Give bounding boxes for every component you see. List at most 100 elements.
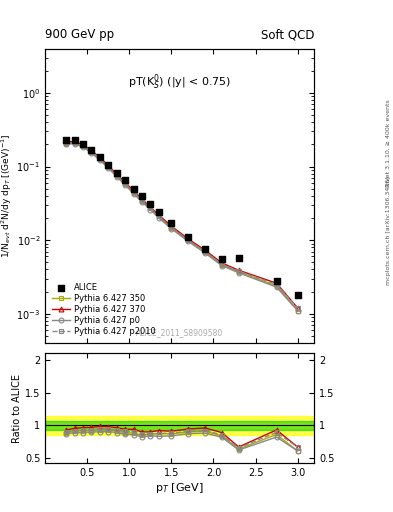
Pythia 6.427 350 — [123, 181, 127, 187]
Pythia 6.427 350 — [295, 308, 300, 314]
Pythia 6.427 p0 — [123, 182, 127, 188]
Pythia 6.427 370 — [148, 204, 153, 210]
Pythia 6.427 370 — [186, 236, 191, 242]
Pythia 6.427 350 — [64, 140, 69, 146]
ALICE — [147, 200, 154, 208]
Pythia 6.427 370 — [72, 138, 77, 144]
Pythia 6.427 350 — [169, 225, 174, 231]
Pythia 6.427 p2010 — [295, 305, 300, 311]
Pythia 6.427 p0 — [72, 140, 77, 146]
ALICE — [168, 219, 174, 227]
Pythia 6.427 p0 — [140, 199, 144, 205]
Pythia 6.427 p2010 — [81, 143, 85, 149]
ALICE — [97, 153, 103, 161]
Pythia 6.427 370 — [89, 147, 94, 154]
ALICE — [139, 192, 145, 200]
Pythia 6.427 350 — [220, 262, 224, 268]
Pythia 6.427 370 — [220, 260, 224, 266]
Pythia 6.427 350 — [236, 269, 241, 275]
Text: pT(K$^0_S$) (|y| < 0.75): pT(K$^0_S$) (|y| < 0.75) — [129, 72, 231, 92]
ALICE — [156, 208, 162, 216]
Pythia 6.427 p0 — [156, 215, 161, 221]
Pythia 6.427 p2010 — [106, 164, 111, 170]
X-axis label: p$_T$ [GeV]: p$_T$ [GeV] — [156, 481, 204, 495]
Pythia 6.427 350 — [140, 198, 144, 204]
Pythia 6.427 p0 — [148, 206, 153, 212]
Pythia 6.427 p0 — [186, 239, 191, 245]
Pythia 6.427 350 — [114, 173, 119, 179]
Pythia 6.427 p0 — [106, 165, 111, 171]
Pythia 6.427 370 — [81, 142, 85, 148]
Pythia 6.427 370 — [106, 162, 111, 168]
Line: Pythia 6.427 370: Pythia 6.427 370 — [64, 139, 300, 310]
Pythia 6.427 p0 — [97, 157, 102, 163]
Line: Pythia 6.427 350: Pythia 6.427 350 — [64, 140, 300, 313]
Pythia 6.427 p2010 — [186, 237, 191, 243]
ALICE — [294, 291, 301, 299]
ALICE — [80, 139, 86, 147]
ALICE — [114, 169, 120, 177]
Pythia 6.427 p2010 — [131, 189, 136, 195]
Pythia 6.427 350 — [72, 140, 77, 146]
Pythia 6.427 p2010 — [156, 214, 161, 220]
Pythia 6.427 370 — [140, 196, 144, 202]
ALICE — [122, 176, 128, 184]
Text: ALICE_2011_S8909580: ALICE_2011_S8909580 — [136, 328, 224, 337]
ALICE — [274, 277, 280, 285]
Pythia 6.427 p2010 — [140, 197, 144, 203]
Pythia 6.427 370 — [156, 212, 161, 218]
ALICE — [63, 136, 70, 144]
Pythia 6.427 370 — [274, 280, 279, 286]
Pythia 6.427 370 — [169, 223, 174, 229]
Pythia 6.427 p0 — [220, 263, 224, 269]
Legend: ALICE, Pythia 6.427 350, Pythia 6.427 370, Pythia 6.427 p0, Pythia 6.427 p2010: ALICE, Pythia 6.427 350, Pythia 6.427 37… — [50, 281, 158, 339]
Y-axis label: Ratio to ALICE: Ratio to ALICE — [12, 374, 22, 443]
Pythia 6.427 p2010 — [274, 282, 279, 288]
Text: mcplots.cern.ch [arXiv:1306.3436]: mcplots.cern.ch [arXiv:1306.3436] — [386, 176, 391, 285]
Pythia 6.427 p2010 — [203, 248, 208, 254]
Pythia 6.427 p0 — [203, 250, 208, 256]
Pythia 6.427 p0 — [169, 226, 174, 232]
Pythia 6.427 350 — [131, 190, 136, 196]
Text: 900 GeV pp: 900 GeV pp — [45, 28, 114, 41]
Pythia 6.427 p2010 — [72, 139, 77, 145]
Pythia 6.427 p0 — [114, 174, 119, 180]
Bar — [45, 416, 314, 435]
Line: Pythia 6.427 p2010: Pythia 6.427 p2010 — [64, 140, 300, 310]
Pythia 6.427 p2010 — [236, 268, 241, 274]
ALICE — [185, 233, 191, 241]
ALICE — [105, 161, 112, 169]
Pythia 6.427 370 — [236, 267, 241, 273]
Pythia 6.427 350 — [148, 205, 153, 211]
Pythia 6.427 p2010 — [123, 180, 127, 186]
Pythia 6.427 350 — [97, 156, 102, 162]
Pythia 6.427 p0 — [274, 284, 279, 290]
ALICE — [219, 255, 225, 263]
Pythia 6.427 350 — [274, 283, 279, 289]
Pythia 6.427 350 — [81, 143, 85, 150]
Pythia 6.427 370 — [131, 187, 136, 194]
Pythia 6.427 p0 — [81, 144, 85, 151]
Pythia 6.427 350 — [106, 164, 111, 170]
Pythia 6.427 p2010 — [220, 261, 224, 267]
ALICE — [130, 185, 137, 193]
Pythia 6.427 370 — [114, 171, 119, 177]
Pythia 6.427 p0 — [236, 270, 241, 276]
Pythia 6.427 p0 — [64, 141, 69, 147]
Line: Pythia 6.427 p0: Pythia 6.427 p0 — [64, 141, 300, 313]
Pythia 6.427 p2010 — [169, 224, 174, 230]
Pythia 6.427 p0 — [295, 308, 300, 314]
ALICE — [235, 253, 242, 262]
ALICE — [72, 136, 78, 144]
Y-axis label: 1/N$_{evt}$ d$^2$N/dy dp$_T$ [(GeV)$^{-1}$]: 1/N$_{evt}$ d$^2$N/dy dp$_T$ [(GeV)$^{-1… — [0, 134, 14, 258]
Pythia 6.427 p2010 — [89, 148, 94, 155]
Text: Soft QCD: Soft QCD — [261, 28, 314, 41]
Pythia 6.427 370 — [203, 247, 208, 253]
Pythia 6.427 350 — [156, 214, 161, 220]
Bar — [45, 421, 314, 430]
Pythia 6.427 p2010 — [97, 156, 102, 162]
Pythia 6.427 370 — [97, 154, 102, 160]
ALICE — [88, 145, 95, 154]
Pythia 6.427 p2010 — [64, 140, 69, 146]
Pythia 6.427 p0 — [131, 190, 136, 197]
